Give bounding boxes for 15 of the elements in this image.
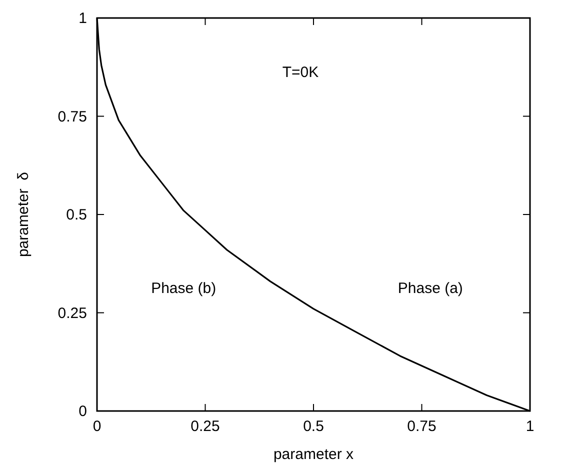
x-axis-title: parameter x: [273, 446, 354, 463]
x-tick-label: 0: [92, 418, 102, 435]
x-tick-label: 0.75: [407, 418, 436, 435]
annotation: Phase (a): [398, 280, 463, 298]
y-tick-label: 0.5: [66, 206, 87, 224]
annotation: T=0K: [282, 64, 319, 81]
annotation: Phase (b): [151, 280, 216, 298]
x-tick-label: 0.25: [190, 418, 220, 435]
y-tick-label: 0: [78, 403, 87, 420]
y-tick-label: 0.25: [58, 304, 87, 322]
y-tick-label: 1: [78, 10, 87, 27]
y-axis-title: parameter δ: [15, 172, 32, 258]
x-tick-label: 0.5: [303, 418, 324, 435]
y-tick-label: 0.75: [58, 108, 87, 126]
x-tick-label: 1: [526, 418, 534, 435]
